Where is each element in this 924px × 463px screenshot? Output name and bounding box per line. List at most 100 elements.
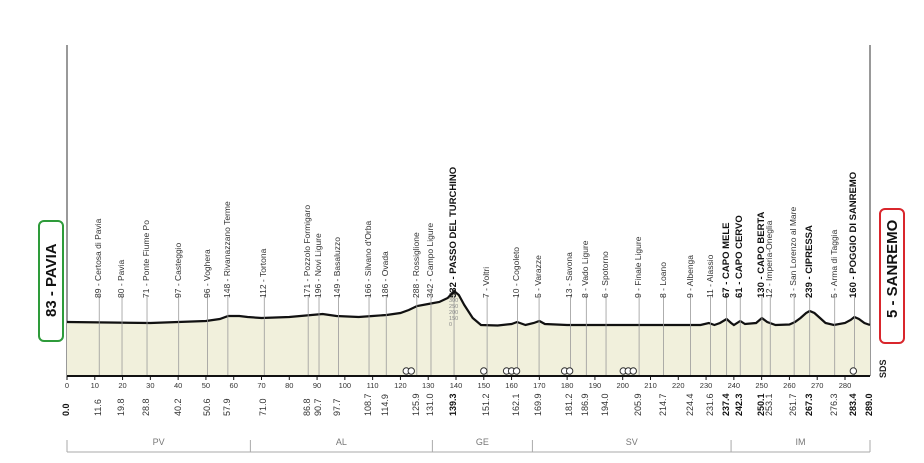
axis-tick-label: 100	[338, 381, 352, 390]
elevation-scale-label: 200	[449, 310, 459, 316]
axis-tick-label: 20	[118, 381, 127, 390]
elevation-scale-label: 0	[449, 322, 453, 328]
crossing-km: 205.9	[633, 393, 644, 416]
axis-tick-label: 140	[449, 381, 463, 390]
crossing-km: 276.3	[828, 393, 839, 416]
axis-tick-label: 250	[755, 381, 768, 390]
crossing-label: 342 - Campo Ligure	[424, 222, 435, 298]
crossing-km: 186.9	[580, 393, 591, 416]
profile-fill	[67, 291, 870, 376]
crossing-km: 90.7	[313, 398, 323, 416]
axis-tick-label: 160	[505, 381, 518, 390]
axis-tick-label: 210	[644, 381, 657, 390]
axis-tick-label: 200	[616, 381, 629, 390]
crossing-label: 96 - Voghera	[201, 249, 212, 298]
axis-tick-label: 150	[477, 381, 491, 390]
axis-tick-label: 30	[146, 381, 155, 390]
crossing-label: 149 - Basaluzzo	[332, 237, 343, 298]
crossing-km: 151.2	[481, 393, 492, 416]
crossing-label: 71 - Ponte Fiume Po	[141, 220, 152, 298]
checkpoint-icon	[407, 367, 415, 375]
axis-tick-label: 170	[533, 381, 546, 390]
crossing-km: 108.7	[363, 393, 374, 416]
crossing-label: 12 - Imperia-Oneglia	[764, 220, 775, 298]
crossing-km: 242.3	[734, 393, 745, 416]
axis-tick-label: 180	[560, 381, 574, 390]
crossing-label: 171 - Pozzolo Formigaro	[302, 204, 313, 298]
axis-tick-label: 70	[257, 381, 266, 390]
crossing-km: 237.4	[720, 393, 731, 416]
crossing-label: 166 - Silvano d'Orba	[363, 220, 374, 298]
axis-tick-label: 60	[229, 381, 238, 390]
crossing-label: 5 - Varazze	[533, 255, 544, 298]
axis-tick-label: 230	[699, 381, 713, 390]
finish-box: 5 - SANREMO	[879, 208, 905, 344]
crossing-km: 181.2	[564, 393, 575, 416]
crossing-label: 160 - POGGIO DI SANREMO	[848, 171, 860, 298]
crossing-km: 261.7	[788, 393, 799, 416]
province-label: SV	[625, 437, 638, 447]
crossing-label: 186 - Ovada	[380, 251, 391, 298]
crossing-km: 71.0	[258, 398, 269, 416]
elevation-scale-label: 150	[449, 316, 459, 322]
profile-line	[66, 289, 871, 327]
axis-tick-label: 260	[783, 381, 796, 390]
axis-tick-label: 270	[810, 381, 824, 390]
finish-label: 5 - SANREMO	[884, 219, 901, 318]
crossing-km: 214.7	[657, 393, 668, 416]
checkpoint-icon	[565, 367, 574, 375]
start-label: 83 - PAVIA	[43, 243, 60, 317]
crossing-km: 283.4	[848, 393, 859, 416]
crossing-km: 19.8	[116, 398, 126, 416]
crossing-km: 194.0	[600, 393, 611, 416]
crossing-label: 6 - Spotorno	[600, 251, 611, 298]
crossing-km: 57.9	[221, 398, 232, 416]
crossing-label: 5 - Arma di Taggia	[828, 229, 839, 298]
crossing-label: 8 - Loano	[657, 262, 668, 298]
crossing-km: 131.0	[424, 393, 435, 416]
crossing-label: 7 - Voltri	[481, 266, 492, 298]
crossing-km: 162.1	[511, 393, 522, 416]
crossing-km: 114.9	[380, 394, 391, 416]
crossing-label: 148 - Rivanazzano Terme	[221, 201, 232, 298]
checkpoint-icon	[480, 367, 488, 375]
elevation-scale-label: 300	[449, 298, 459, 304]
axis-tick-label: 220	[672, 381, 685, 390]
crossing-label: 97 - Casteggio	[172, 242, 183, 298]
axis-tick-label: 80	[285, 381, 294, 390]
start-box: 83 - PAVIA	[38, 220, 64, 342]
crossing-label: 61 - CAPO CERVO	[734, 215, 746, 298]
elevation-scale-label: 250	[449, 304, 459, 310]
axis-tick-label: 120	[394, 381, 407, 390]
crossing-label: 80 - Pavia	[116, 259, 126, 298]
finish-km: 289.0	[864, 393, 874, 416]
province-label: AL	[335, 437, 347, 447]
crossing-label: 67 - CAPO MELE	[720, 222, 732, 299]
crossing-label: 10 - Cogoleto	[511, 246, 522, 298]
axis-tick-label: 190	[588, 381, 602, 390]
crossing-km: 139.3	[448, 393, 459, 416]
checkpoint-icon	[512, 367, 521, 375]
crossing-km: 169.9	[533, 393, 544, 416]
province-label: GE	[475, 437, 489, 447]
crossing-km: 11.6	[93, 399, 104, 416]
crossing-label: 3 - San Lorenzo al Mare	[788, 206, 799, 298]
crossing-km: 40.2	[172, 398, 183, 416]
crossing-km: 125.9	[410, 393, 421, 416]
axis-tick-label: 50	[201, 381, 211, 390]
axis-tick-label: 0	[64, 381, 70, 390]
crossing-km: 224.4	[684, 393, 695, 416]
crossing-label: 196 - Novi Ligure	[313, 233, 323, 298]
crossing-km: 28.8	[141, 398, 152, 416]
crossing-label: 8 - Vado Ligure	[580, 240, 591, 299]
axis-tick-label: 40	[173, 381, 183, 390]
province-label: PV	[152, 437, 165, 447]
crossing-label: 112 - Tortona	[258, 248, 269, 298]
start-km: 0.0	[61, 403, 71, 416]
crossing-label: 13 - Savona	[564, 252, 575, 298]
crossing-label: 9 - Finale Ligure	[633, 236, 644, 298]
axis-tick-label: 280	[838, 381, 852, 390]
crossing-km: 86.8	[302, 398, 313, 416]
axis-tick-label: 10	[90, 381, 99, 390]
crossing-km: 50.6	[201, 398, 212, 416]
